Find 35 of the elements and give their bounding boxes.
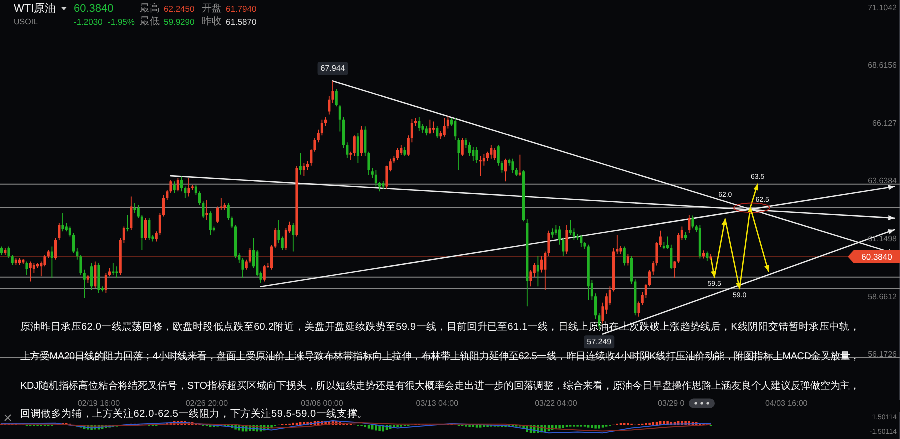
annotation: -1.95% [108, 17, 136, 27]
annotation: 57.249 [587, 338, 612, 347]
annotation: 67.944 [320, 64, 346, 74]
x-tick-label: 03/22 04:00 [535, 399, 578, 408]
y-tick-label: 66.127 [872, 118, 898, 128]
chart-title: WTI原油 [14, 2, 56, 15]
x-tick-label: 03/06 00:00 [301, 399, 344, 408]
y-tick-label: 56.1726 [868, 350, 898, 360]
y-tick-label: 68.6156 [868, 61, 898, 70]
x-tick-label: 02/19 16:00 [78, 399, 121, 408]
annotation: -1.2030 [74, 17, 104, 27]
price-marker: 57.249 [584, 336, 615, 349]
annotation: 昨收 [202, 16, 222, 28]
price-marker: 67.944 [318, 62, 348, 76]
y-tick-label: 61.1498 [868, 234, 898, 244]
annotation: 回调做多为辅，上方关注62.0-62.5一线阻力，下方关注59.5-59.0一线支撑。 [20, 408, 368, 420]
annotation: 最高 [140, 2, 160, 14]
annotation: 开盘 [202, 2, 222, 14]
y-tick-label: 58.6612 [868, 292, 898, 302]
x-tick-label: 04/03 16:00 [765, 399, 808, 408]
annotation: 最低 [140, 16, 160, 28]
y-tick-label: 71.1042 [868, 3, 898, 12]
annotation: 61.5870 [226, 17, 257, 27]
x-tick-label: 02/26 20:00 [186, 399, 229, 408]
ref-line-label: 60.3840 [862, 252, 893, 262]
y-tick-label: 63.6384 [868, 176, 898, 186]
text: USOIL [14, 18, 39, 26]
annotation: 62.2450 [164, 4, 195, 14]
x-tick-label: 03/29 0 [658, 399, 686, 408]
annotation: KDJ随机指标高位粘合将结死叉信号，STO指标超买区域向下拐头，所以短线走势还是有很大概率会走出进一步的回落调整，综合来看，原油今日早盘操作思路上涵友良个人建议反弹做空为主， [20, 380, 860, 392]
annotation: 59.9290 [164, 17, 195, 27]
annotation: 上方受MA20日线的阻力回落；4小时线来看，盘面上受原油价上涨导致布林带指标向上拉伸，布林带上轨阻力延伸至62.5一线，昨日连续收4小时阴K线打压油价动能，附图指标上MACD金叉放量， [20, 350, 860, 362]
annotation: 60.3840 [74, 3, 114, 15]
x-tick-label: 03/13 04:00 [416, 399, 460, 408]
annotation: 61.7940 [226, 4, 257, 14]
